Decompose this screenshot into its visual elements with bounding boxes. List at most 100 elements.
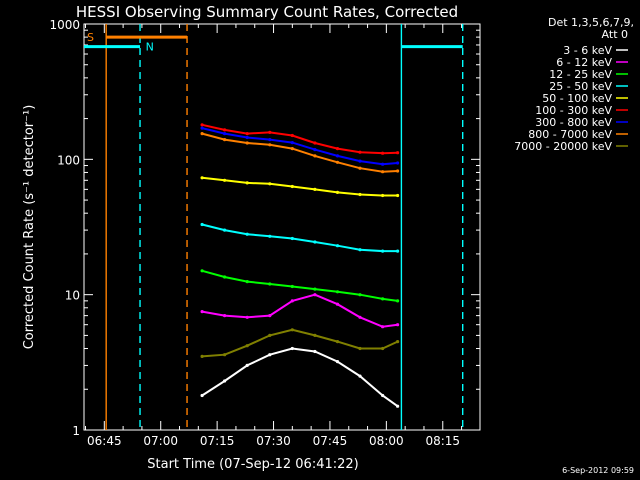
series-point bbox=[245, 135, 249, 140]
legend-entry-label: 800 - 7000 keV bbox=[528, 128, 612, 141]
series-point bbox=[290, 299, 294, 303]
series-point bbox=[290, 184, 294, 189]
series-point bbox=[268, 282, 272, 286]
plot-frame bbox=[83, 23, 481, 431]
x-tick-label: 08:15 bbox=[425, 434, 460, 448]
series-point bbox=[200, 310, 204, 314]
legend-entry-label: 100 - 300 keV bbox=[535, 104, 612, 117]
legend-entry-label: 6 - 12 keV bbox=[556, 56, 612, 69]
series-point bbox=[313, 148, 317, 152]
series-point bbox=[313, 154, 317, 158]
series-point bbox=[358, 293, 362, 297]
series-point bbox=[358, 192, 362, 197]
series-point bbox=[381, 151, 385, 155]
legend-entry-label: 7000 - 20000 keV bbox=[514, 140, 612, 153]
series-point bbox=[396, 323, 400, 327]
series-point bbox=[381, 346, 385, 351]
series-point bbox=[200, 132, 204, 136]
series-point bbox=[396, 249, 400, 253]
series-point bbox=[396, 404, 400, 408]
series-point bbox=[200, 393, 204, 398]
series-point bbox=[245, 344, 249, 348]
generation-timestamp: 6-Sep-2012 09:59 bbox=[562, 466, 634, 475]
series-point bbox=[268, 353, 272, 357]
legend-header-line-2: Att 0 bbox=[602, 28, 628, 41]
series-point bbox=[335, 190, 340, 194]
plot-area bbox=[83, 23, 481, 431]
series-point bbox=[381, 162, 385, 166]
series-line bbox=[201, 223, 398, 253]
x-tick-label: 07:00 bbox=[143, 434, 178, 448]
series-point bbox=[223, 275, 227, 279]
series-point bbox=[268, 130, 272, 134]
series-point bbox=[313, 287, 317, 291]
series-point bbox=[335, 154, 340, 158]
series-point bbox=[200, 123, 204, 127]
series-point bbox=[268, 182, 272, 186]
series-line bbox=[201, 132, 398, 173]
series-point bbox=[358, 315, 362, 319]
series-point bbox=[358, 346, 362, 351]
y-tick-label: 100 bbox=[57, 153, 80, 167]
series-point bbox=[290, 147, 294, 151]
series-point bbox=[200, 176, 204, 180]
series-point bbox=[358, 159, 362, 163]
annotation-s-label: S bbox=[87, 31, 94, 44]
series-point bbox=[223, 353, 227, 357]
series-point bbox=[358, 248, 362, 252]
series-line bbox=[201, 293, 398, 328]
series-point bbox=[396, 340, 400, 344]
series-point bbox=[381, 170, 385, 174]
x-tick-label: 07:15 bbox=[200, 434, 235, 448]
series-point bbox=[396, 193, 400, 198]
series-point bbox=[223, 138, 227, 142]
annotation-n-label: N bbox=[146, 41, 154, 54]
legend-entry-label: 50 - 100 keV bbox=[542, 92, 612, 105]
series-point bbox=[335, 160, 340, 164]
series-point bbox=[381, 193, 385, 198]
series-point bbox=[335, 147, 340, 151]
y-tick-label: 1 bbox=[72, 424, 80, 438]
series-line bbox=[201, 269, 398, 302]
series-point bbox=[313, 293, 317, 297]
legend-entry-label: 12 - 25 keV bbox=[549, 68, 612, 81]
series-point bbox=[396, 151, 400, 155]
series-point bbox=[223, 178, 227, 182]
y-axis-label: Corrected Count Rate (s⁻¹ detector⁻¹) bbox=[22, 105, 37, 350]
x-tick-label: 08:00 bbox=[369, 434, 404, 448]
legend-header-line-1: Det 1,3,5,6,7,9, bbox=[548, 16, 634, 29]
legend-entry-label: 3 - 6 keV bbox=[563, 44, 612, 57]
series-line bbox=[202, 328, 399, 358]
series-point bbox=[396, 169, 400, 173]
series-point bbox=[335, 290, 340, 294]
series-point bbox=[268, 333, 272, 337]
y-tick-label: 1000 bbox=[49, 18, 80, 32]
series-point bbox=[358, 150, 362, 154]
legend-entry-label: 25 - 50 keV bbox=[549, 80, 612, 93]
axis-ticks: 06:45 07:00 07:15 07:30 07:45 08:00 08:15 1 10 10… bbox=[49, 18, 480, 448]
series-point bbox=[268, 234, 272, 238]
series-point bbox=[245, 315, 249, 319]
series-point bbox=[245, 363, 249, 367]
series-point bbox=[335, 302, 340, 306]
series-point bbox=[223, 228, 227, 232]
series-point bbox=[358, 374, 362, 378]
series-point bbox=[200, 354, 204, 358]
series-point bbox=[223, 128, 227, 132]
series-point bbox=[290, 346, 294, 351]
series-point bbox=[223, 379, 227, 383]
vertical-markers: SN bbox=[84, 24, 464, 430]
series-point bbox=[313, 240, 317, 244]
series-point bbox=[268, 314, 272, 318]
series-point bbox=[335, 244, 340, 248]
series-point bbox=[245, 132, 249, 136]
series-line bbox=[201, 123, 398, 155]
y-tick-label: 10 bbox=[65, 289, 80, 303]
series-point bbox=[290, 141, 294, 145]
series-point bbox=[313, 349, 317, 354]
series-point bbox=[245, 141, 249, 145]
series-point bbox=[223, 314, 227, 318]
